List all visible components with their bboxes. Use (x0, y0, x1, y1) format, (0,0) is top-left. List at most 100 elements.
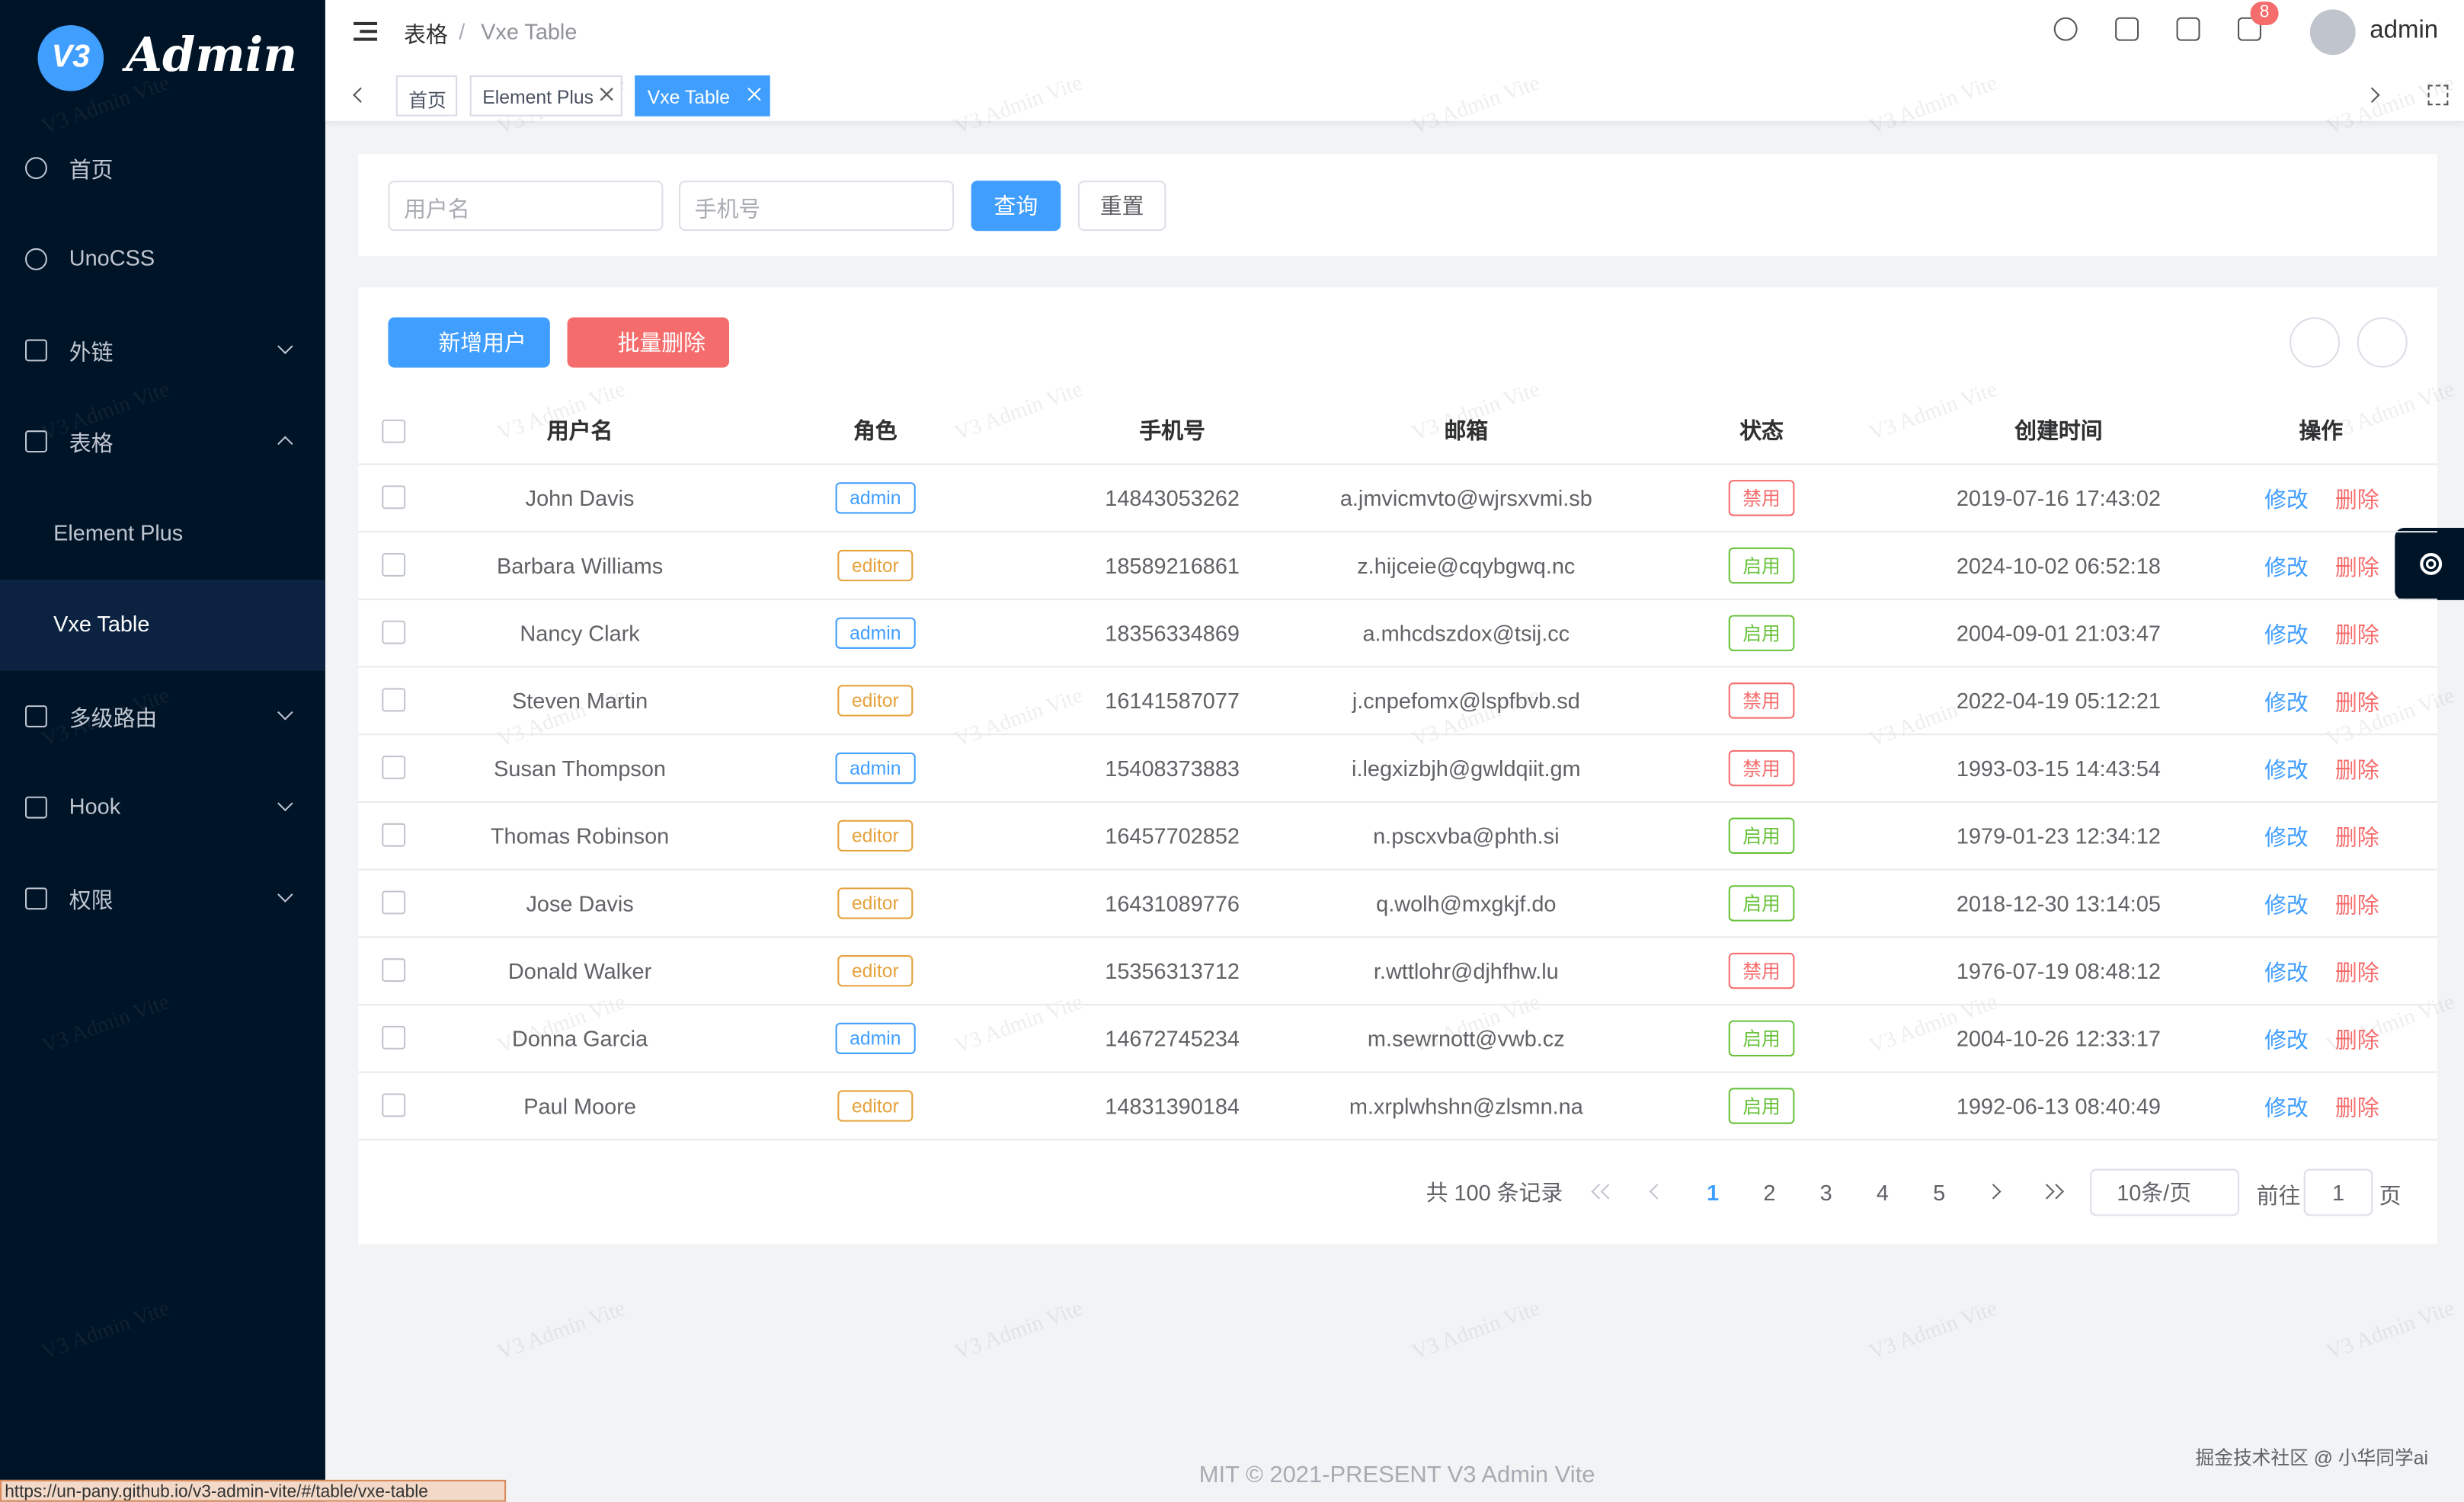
edit-link[interactable]: 修改 (2264, 487, 2309, 513)
checkbox[interactable] (382, 419, 406, 443)
tab-close[interactable] (747, 88, 761, 101)
edit-link[interactable]: 修改 (2264, 960, 2309, 986)
menu-item[interactable]: Hook (69, 793, 121, 819)
menu-icon (25, 887, 47, 910)
user-name[interactable]: admin (2370, 17, 2439, 44)
cell-created: 1976-07-19 08:48:12 (1956, 958, 2161, 984)
edit-link[interactable]: 修改 (2264, 1027, 2309, 1053)
delete-link[interactable]: 删除 (2334, 487, 2379, 513)
watermark: V3 Admin Vite (1409, 1297, 1544, 1366)
cell-phone: 16457702852 (1105, 823, 1240, 848)
delete-link[interactable]: 删除 (2334, 1027, 2379, 1053)
tab[interactable] (635, 75, 770, 117)
checkbox[interactable] (382, 890, 406, 915)
edit-link[interactable]: 修改 (2264, 554, 2309, 580)
column-header: 状态 (1739, 417, 1784, 443)
cell-phone: 14672745234 (1105, 1025, 1240, 1051)
menu-item[interactable]: Element Plus (53, 519, 184, 545)
tab-label[interactable]: Vxe Table (647, 86, 730, 109)
goto-input[interactable]: 1 (2303, 1168, 2373, 1216)
tab-close[interactable] (600, 88, 613, 101)
page-unit: 页 (2379, 1183, 2402, 1209)
cell-email: m.xrplwhshn@zlsmn.na (1349, 1093, 1583, 1119)
tab[interactable] (395, 75, 458, 117)
menu-item[interactable]: UnoCSS (69, 244, 155, 270)
edit-link[interactable]: 修改 (2264, 1095, 2309, 1120)
tool-icon[interactable] (2290, 317, 2341, 368)
delete-link[interactable]: 删除 (2334, 757, 2379, 783)
header-icon[interactable] (2238, 17, 2261, 41)
reset-button[interactable]: 重置 (1077, 181, 1166, 232)
menu-item[interactable]: 权限 (69, 887, 114, 913)
cell-name: John Davis (525, 485, 635, 511)
breadcrumb-separator: / (459, 18, 466, 44)
header-icon[interactable] (2053, 17, 2078, 41)
delete-link[interactable]: 删除 (2334, 824, 2379, 850)
breadcrumb[interactable]: 表格 (404, 21, 448, 47)
edit-link[interactable]: 修改 (2264, 689, 2309, 715)
row-line (358, 1071, 2437, 1073)
delete-button[interactable]: 批量删除 (567, 317, 729, 368)
settings-button[interactable] (2395, 528, 2464, 600)
search-input[interactable] (679, 181, 954, 232)
page-number[interactable]: 2 (1763, 1179, 1776, 1205)
edit-link[interactable]: 修改 (2264, 757, 2309, 783)
add-button[interactable]: 新增用户 (388, 317, 550, 368)
page-size[interactable]: 10条/页 (2090, 1168, 2240, 1216)
menu-item[interactable]: 外链 (69, 339, 114, 365)
watermark: V3 Admin Vite (2324, 1297, 2458, 1366)
menu-toggle (354, 21, 377, 41)
delete-link[interactable]: 删除 (2334, 960, 2379, 986)
cell-name: Jose Davis (526, 890, 634, 916)
tool-icon[interactable] (2357, 317, 2408, 368)
menu-item[interactable]: 首页 (69, 157, 114, 183)
menu-active-bg (0, 580, 325, 671)
page-number[interactable]: 1 (1707, 1179, 1720, 1205)
avatar[interactable] (2309, 9, 2356, 56)
role-tag: admin (835, 752, 916, 785)
menu-item[interactable]: 多级路由 (69, 705, 158, 731)
checkbox[interactable] (382, 620, 406, 644)
checkbox[interactable] (382, 553, 406, 577)
edit-link[interactable]: 修改 (2264, 892, 2309, 918)
cell-email: m.sewrnott@vwb.cz (1367, 1025, 1565, 1051)
cell-created: 1993-03-15 14:43:54 (1956, 756, 2161, 781)
cell-name: Paul Moore (523, 1093, 636, 1119)
delete-link[interactable]: 删除 (2334, 622, 2379, 647)
tab-label[interactable]: 首页 (408, 89, 446, 112)
checkbox[interactable] (382, 958, 406, 983)
page-number[interactable]: 4 (1876, 1179, 1889, 1205)
checkbox[interactable] (382, 1025, 406, 1050)
checkbox[interactable] (382, 1093, 406, 1117)
checkbox[interactable] (382, 688, 406, 712)
tab-label[interactable]: Element Plus (482, 86, 594, 109)
fullscreen-icon[interactable] (2427, 85, 2449, 106)
header-icon[interactable] (2115, 17, 2139, 41)
checkbox[interactable] (382, 823, 406, 847)
header-icon[interactable] (2176, 17, 2200, 41)
footer: MIT © 2021-PRESENT V3 Admin Vite (1198, 1462, 1595, 1489)
delete-link[interactable]: 删除 (2334, 554, 2379, 580)
status-tag: 禁用 (1728, 682, 1795, 719)
cell-email: i.legxizbjh@gwldqiit.gm (1352, 756, 1581, 781)
query-button[interactable]: 查询 (971, 181, 1061, 232)
menu-item[interactable]: 表格 (69, 430, 114, 456)
delete-link[interactable]: 删除 (2334, 689, 2379, 715)
delete-link[interactable]: 删除 (2334, 1095, 2379, 1120)
delete-link[interactable]: 删除 (2334, 892, 2379, 918)
cell-created: 1979-01-23 12:34:12 (1956, 823, 2161, 848)
cell-email: a.jmvicmvto@wjrsxvmi.sb (1339, 485, 1592, 511)
checkbox[interactable] (382, 756, 406, 779)
page-number[interactable]: 5 (1933, 1179, 1946, 1205)
edit-link[interactable]: 修改 (2264, 824, 2309, 850)
cell-name: Thomas Robinson (490, 823, 670, 848)
search-input[interactable] (388, 181, 664, 232)
role-tag: admin (835, 617, 916, 649)
tab[interactable] (469, 75, 622, 117)
cell-email: z.hijceie@cqybgwq.nc (1357, 553, 1576, 578)
menu-item[interactable]: Vxe Table (53, 611, 150, 637)
edit-link[interactable]: 修改 (2264, 622, 2309, 647)
page-number[interactable]: 3 (1819, 1179, 1832, 1205)
checkbox[interactable] (382, 485, 406, 510)
table-card (358, 287, 2437, 1245)
